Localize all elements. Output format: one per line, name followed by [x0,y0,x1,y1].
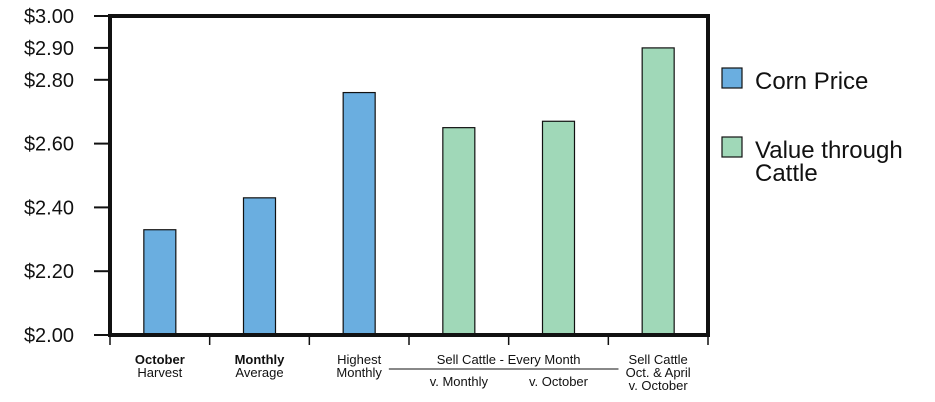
x-category-label: Monthly [336,365,382,380]
x-category-label: v. Monthly [430,374,489,389]
bar [242,197,277,336]
x-category-label: v. October [529,374,589,389]
x-category-label: Average [235,365,283,380]
bar [442,127,476,336]
x-category-label: Harvest [137,365,182,380]
legend-label: Cattle [755,160,818,187]
x-category-label: Highest [337,352,381,367]
y-axis: $2.00 $2.20 $2.40 $2.60 $2.80 $2.90 $3.00 [24,6,110,347]
x-category-label: Monthly [235,352,286,367]
x-category-label: v. October [629,378,689,393]
y-tick-label: $2.90 [24,38,74,60]
x-axis: OctoberHarvestMonthlyAverageHighestMonth… [109,335,709,393]
group-label: Sell Cattle - Every Month [437,352,581,367]
legend-swatch [721,67,743,89]
x-category-label: Sell Cattle [629,352,688,367]
y-tick-label: $2.40 [24,197,74,219]
bar [342,91,376,336]
bar [541,120,576,336]
legend-swatch [721,136,743,158]
legend-label: Corn Price [755,68,868,95]
y-tick-label: $2.20 [24,261,74,283]
x-category-label: Oct. & April [626,365,691,380]
y-tick-label: $2.60 [24,134,74,156]
plot-frame [108,14,710,337]
bar [641,47,675,336]
bars [143,47,675,336]
x-category-label: October [135,352,185,367]
bar [143,229,177,336]
legend-label: Value through [755,137,903,164]
y-tick-label: $2.80 [24,70,74,92]
y-tick-label: $2.00 [24,325,74,347]
y-tick-label: $3.00 [24,6,74,28]
